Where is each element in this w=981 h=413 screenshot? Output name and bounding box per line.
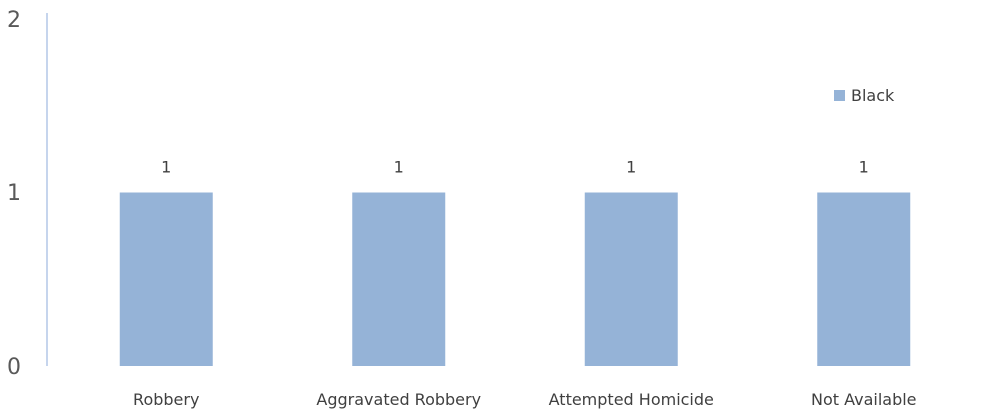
legend-swatch-black [834, 90, 845, 101]
legend-label-black: Black [851, 86, 895, 105]
y-tick-label: 2 [7, 8, 21, 33]
x-category-label: Attempted Homicide [549, 390, 714, 409]
bar [817, 192, 911, 366]
x-axis-labels: Robbery Aggravated Robbery Attempted Homic… [133, 390, 916, 409]
y-axis-ticks: 0 1 2 [7, 8, 21, 380]
bar [352, 192, 446, 366]
bars-group [119, 192, 911, 366]
legend: Black [834, 86, 895, 105]
x-category-label: Not Available [811, 390, 917, 409]
y-tick-label: 0 [7, 355, 21, 380]
bar [119, 192, 213, 366]
data-label: 1 [626, 158, 636, 177]
data-label: 1 [394, 158, 404, 177]
data-labels-group: 1 1 1 1 [161, 158, 869, 177]
x-category-label: Aggravated Robbery [316, 390, 481, 409]
y-tick-label: 1 [7, 181, 21, 206]
data-label: 1 [161, 158, 171, 177]
bar [584, 192, 678, 366]
x-category-label: Robbery [133, 390, 199, 409]
data-label: 1 [859, 158, 869, 177]
